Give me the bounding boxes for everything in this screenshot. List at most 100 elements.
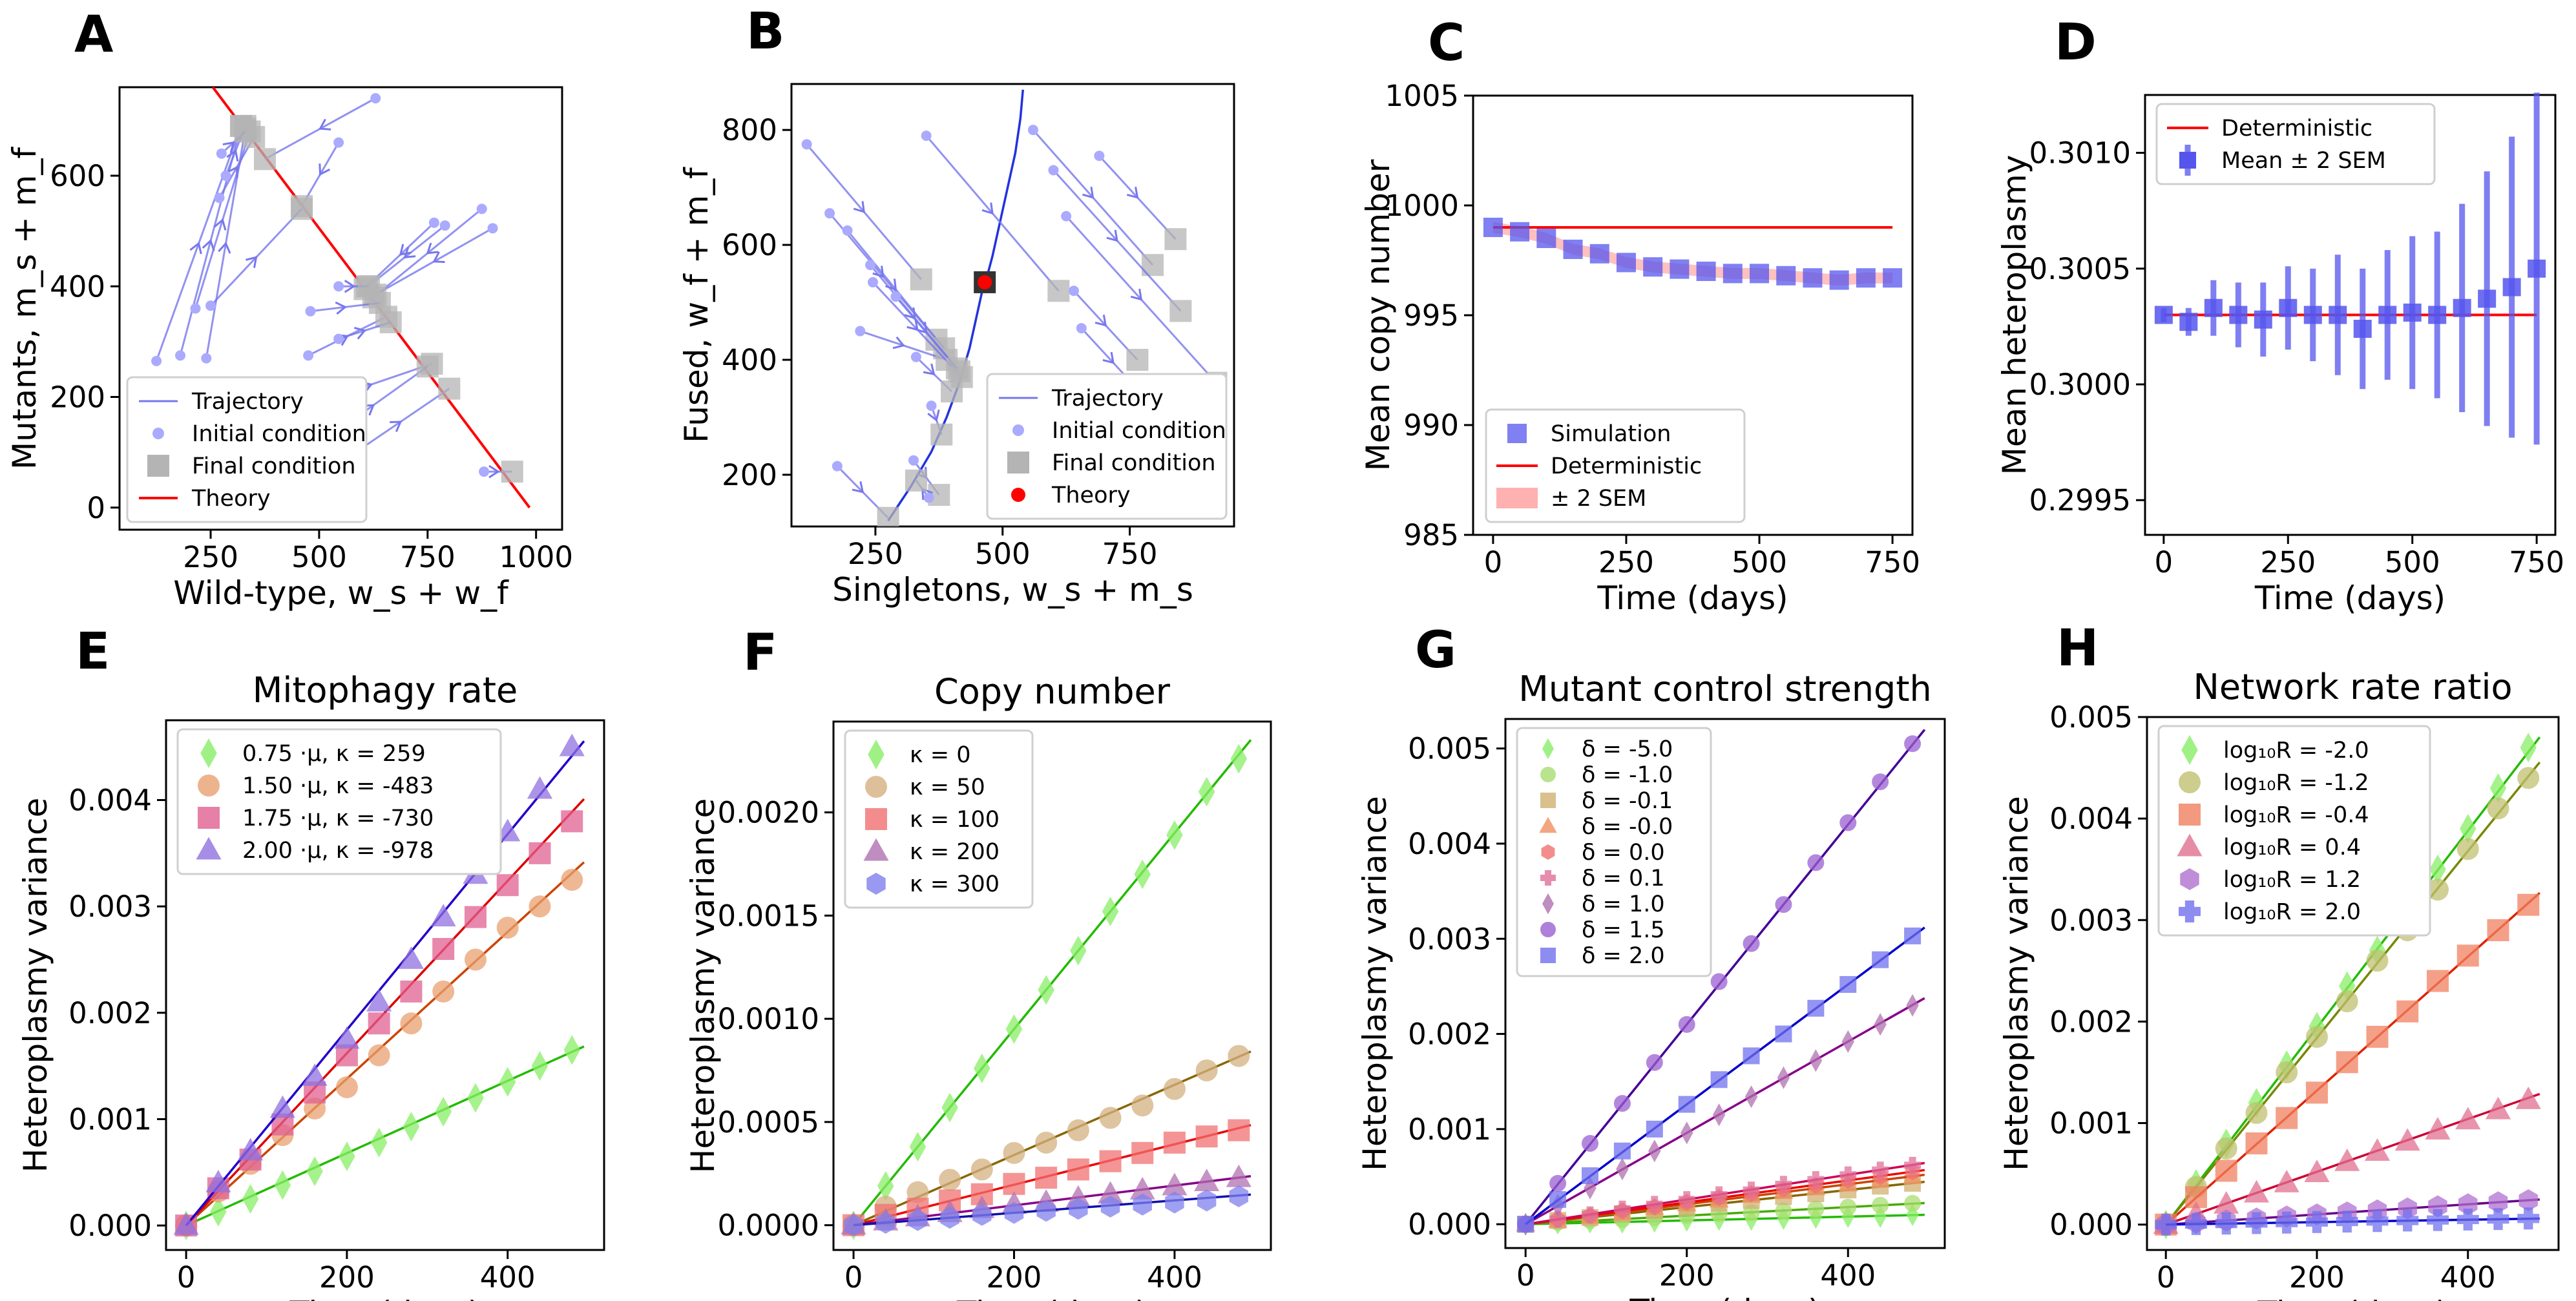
data-point [464,948,487,971]
mean-point [2254,310,2272,329]
legend-key [196,837,222,860]
legend-key [200,738,217,768]
data-point [302,1063,328,1087]
final-point [416,355,439,378]
data-point [2245,1101,2268,1124]
panel-letter: B [746,3,784,61]
data-point [2456,944,2479,967]
y-tick-label: 0.001 [1408,1112,1491,1147]
x-axis-label: Time (days) [1629,1293,1820,1301]
data-point [527,776,553,799]
data-point [403,1112,420,1141]
initial-point [303,350,314,361]
y-tick-label: 200 [50,380,105,415]
y-axis-label: Heteroplasmy variance [684,798,722,1174]
data-point [2455,1107,2481,1130]
x-tick-label: 250 [848,537,903,571]
data-point [210,1196,227,1227]
data-point [467,1083,484,1113]
final-point [905,469,927,492]
simulation-point [1776,265,1796,286]
mean-point [2279,298,2298,317]
x-tick-label: 500 [291,540,347,574]
data-point [334,1026,360,1049]
data-point [1004,1202,1024,1224]
data-point [1712,1103,1726,1127]
initial-point [216,148,227,159]
mean-point [2403,303,2422,322]
legend-key [2177,833,2203,857]
trajectory-arrow [1106,229,1118,242]
panel-title: Network rate ratio [2194,667,2513,707]
x-tick-label: 200 [2289,1260,2345,1295]
data-point [432,938,455,961]
legend-label: ± 2 SEM [1551,486,1646,512]
initial-point [832,461,843,472]
x-tick-label: 200 [987,1260,1042,1295]
data-point [306,1156,323,1187]
panel-letter: D [2055,14,2097,72]
y-tick-label: 995 [1403,298,1459,333]
data-point [1904,1194,1922,1212]
legend-label: Initial condition [1052,418,1226,444]
data-point [205,1169,231,1192]
initial-point [479,466,490,477]
trajectory-arrow [213,218,227,231]
data-point [1648,1140,1661,1163]
data-point [561,868,583,891]
legend-key [1011,488,1025,502]
data-point [1839,814,1857,831]
initial-point [428,217,439,228]
legend-key [868,740,885,769]
data-point [1839,1166,1857,1183]
initial-point [201,353,212,364]
data-point [2245,1212,2268,1234]
legend-key [1540,870,1556,886]
data-point [1613,1200,1631,1218]
legend-key [1540,948,1556,963]
legend-box [986,373,1228,520]
x-tick-label: 400 [1820,1258,1876,1293]
plot-frame [790,83,1235,528]
data-point [1228,1045,1250,1067]
plot-frame [832,720,1272,1251]
data-point [1678,1096,1695,1113]
legend-key [1540,767,1556,782]
simulation-point [1510,222,1530,242]
data-point [1906,994,1919,1017]
data-point [2429,854,2446,884]
data-point [1775,896,1792,913]
data-point [1069,1198,1088,1220]
legend-key [2180,868,2199,890]
data-point [464,906,487,928]
initial-point [190,303,201,314]
data-point [2304,1160,2330,1183]
x-tick-label: 500 [975,537,1031,571]
trajectory-arrow [981,202,994,215]
data-point [1163,1077,1186,1100]
initial-point [333,333,344,344]
mean-point [2329,306,2347,324]
panel-letter: H [2057,619,2099,678]
x-tick-label: 250 [183,540,238,574]
data-point [2215,1137,2237,1160]
data-point [496,917,519,939]
data-point [1129,1176,1155,1200]
panel-letter: G [1415,621,1456,680]
y-axis-label: Mean copy number [1359,159,1397,471]
legend-key [1496,488,1538,508]
panel-title: Copy number [934,671,1171,712]
data-point [242,1184,259,1214]
initial-point [865,260,876,271]
trajectory-arrow [319,118,331,130]
trajectory-arrow [1102,351,1115,364]
legend-label: Mean ± 2 SEM [2221,148,2386,174]
data-point [2426,970,2449,992]
data-point [1100,1195,1120,1218]
y-tick-label: 0.000 [1408,1207,1491,1242]
initial-point [151,355,162,366]
initial-point [921,130,932,141]
data-point [531,1051,549,1081]
data-point [1743,935,1760,952]
legend-key [198,775,220,796]
